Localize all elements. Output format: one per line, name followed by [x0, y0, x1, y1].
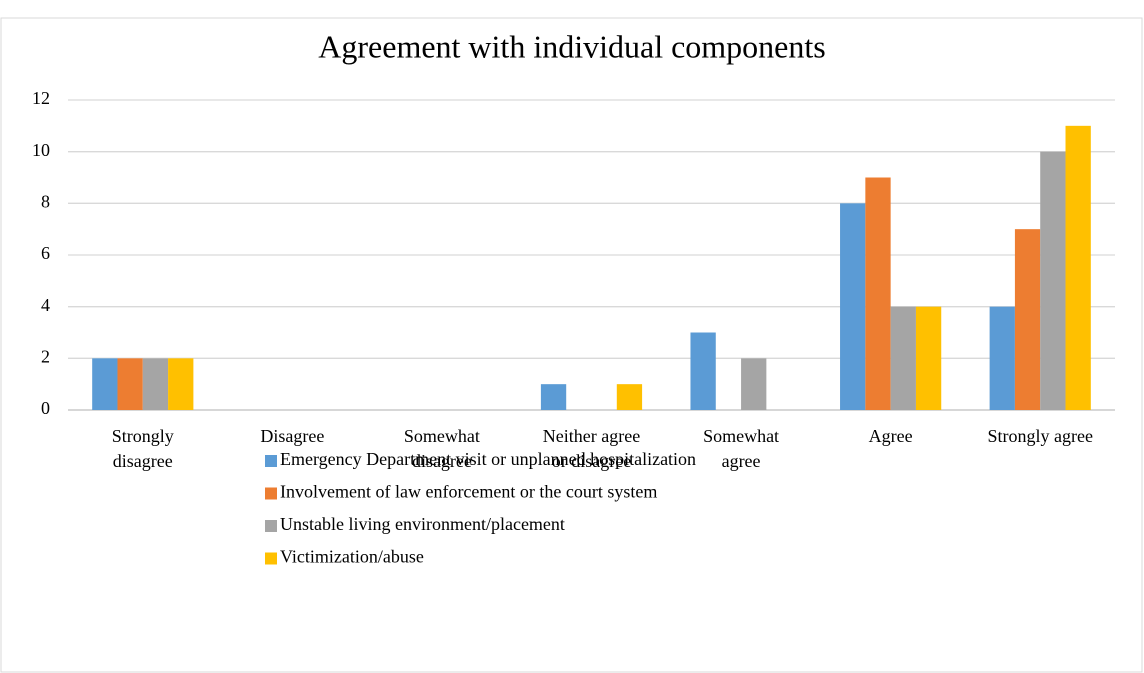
- bar: [540, 384, 567, 410]
- y-tick-label: 8: [41, 191, 50, 211]
- y-tick-label: 6: [41, 243, 50, 263]
- x-tick-label: Neither agree or disagree: [542, 426, 641, 471]
- chart-title: Agreement with individual components: [318, 28, 825, 64]
- bar: [865, 177, 891, 410]
- y-tick-label: 12: [32, 88, 50, 108]
- x-tick-label: Agree: [868, 426, 913, 446]
- bar: [1065, 125, 1091, 410]
- bar: [117, 358, 143, 410]
- bar: [1014, 229, 1041, 410]
- x-tick-label: Disagree: [260, 426, 325, 446]
- legend-label: Victimization/abuse: [280, 547, 424, 567]
- bar: [890, 306, 916, 410]
- bar: [840, 203, 866, 410]
- x-tick-label: Strongly disagree: [111, 426, 174, 471]
- legend-label: Emergency Department visit or unplanned …: [280, 449, 696, 469]
- x-tick-label: Somewhat agree: [703, 426, 780, 471]
- bar: [989, 306, 1015, 410]
- chart-border: [0, 17, 1143, 673]
- bar: [915, 306, 942, 410]
- bar: [168, 358, 194, 410]
- y-tick-label: 0: [41, 398, 50, 418]
- bar: [616, 384, 643, 410]
- bar: [1040, 151, 1066, 410]
- legend-swatch: [265, 487, 277, 500]
- bar: [690, 332, 716, 410]
- legend-label: Involvement of law enforcement or the co…: [280, 482, 657, 502]
- legend-swatch: [265, 552, 277, 565]
- bar: [92, 358, 118, 410]
- bar: [741, 358, 767, 410]
- legend-swatch: [265, 520, 277, 532]
- y-tick-label: 4: [41, 295, 50, 315]
- y-tick-label: 10: [32, 140, 50, 160]
- legend-label: Unstable living environment/placement: [280, 514, 565, 534]
- bar: [142, 358, 169, 410]
- x-tick-label: Somewhat disagree: [403, 426, 480, 471]
- y-tick-label: 2: [41, 346, 50, 366]
- x-tick-label: Strongly agree: [987, 426, 1093, 446]
- legend-swatch: [265, 455, 277, 467]
